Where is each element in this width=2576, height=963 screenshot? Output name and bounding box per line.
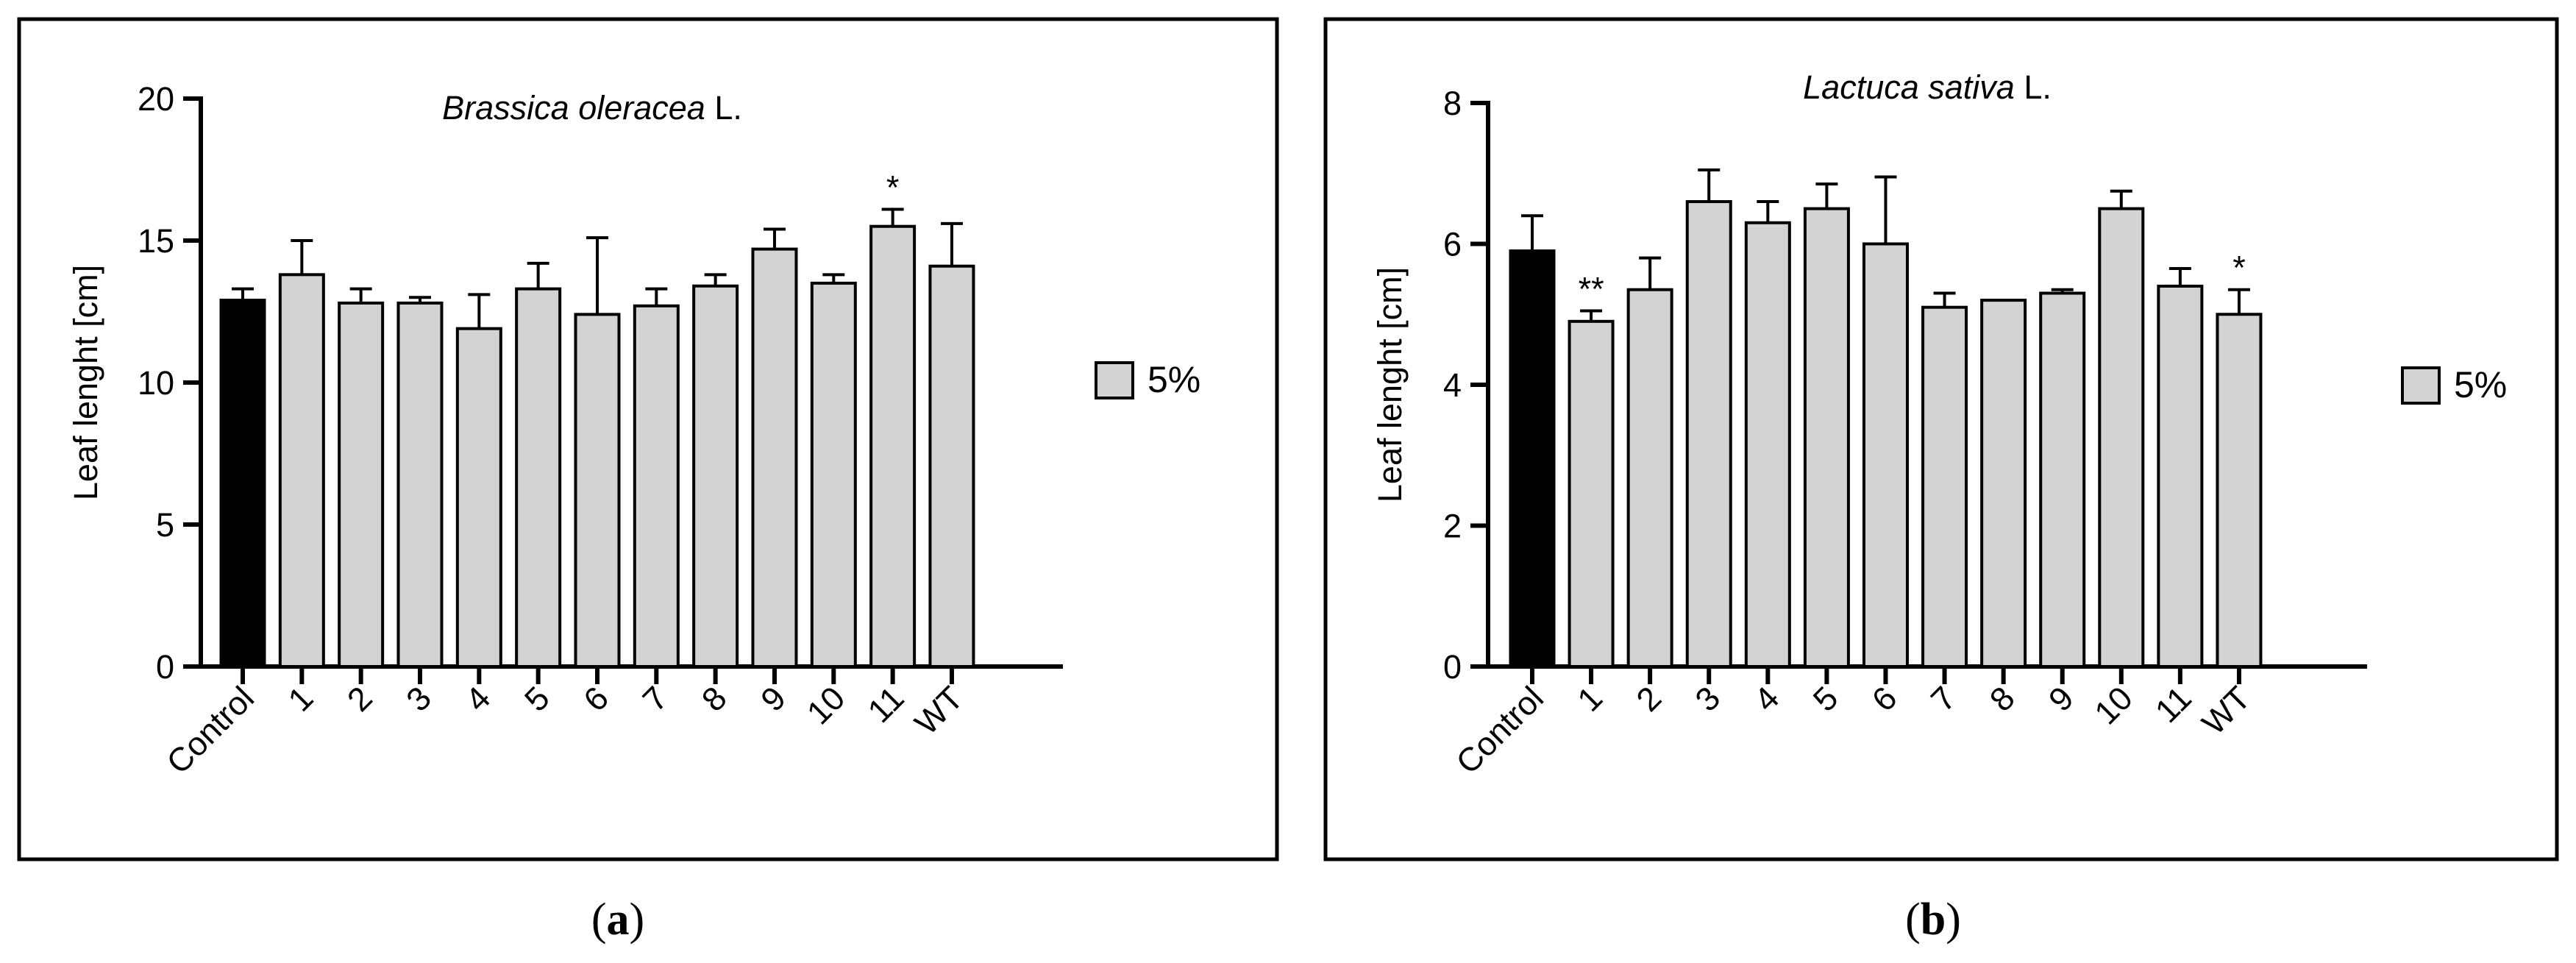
chart-b-bar-1 [1568,319,1615,668]
panel-a-label: (a) [591,895,644,945]
chart-a-x-tick-label: 10 [800,679,852,731]
chart-b-x-tick-label: Control [1448,679,1551,781]
chart-b-x-tick-label: 1 [1570,679,1609,719]
chart-a-bar-4 [455,327,502,668]
chart-b-significance-marker: ** [1579,270,1604,308]
chart-b-significance-marker: * [2232,249,2246,287]
chart-a-legend-swatch [1095,361,1134,399]
chart-b-x-tick-label: 8 [1982,679,2022,719]
chart-b-y-axis-title: Leaf lenght [cm] [1371,267,1409,502]
chart-a-bar-1 [278,273,325,668]
chart-b-x-tick-label: 11 [2148,679,2199,730]
chart-b-bar-3 [1685,200,1732,668]
chart-a-x-tick-label: Control [159,679,261,781]
chart-a-bar-2 [338,301,385,668]
chart-b-legend-swatch [2401,366,2441,405]
chart-b-x-tick-label: 9 [2041,679,2081,719]
chart-a-bar-wt [928,264,975,668]
chart-b-x-tick-label: 7 [1924,679,1963,719]
chart-b-title: Lactuca sativa L. [1803,68,2052,106]
chart-a-bar-10 [810,281,857,668]
chart-a-y-tick-label: 15 [138,222,174,260]
chart-a-bar-3 [396,301,444,668]
chart-a-x-tick-label: 7 [636,679,675,719]
chart-b-legend-label: 5% [2454,364,2507,405]
chart-b-y-tick-label: 0 [1443,648,1462,686]
chart-b-bar-10 [2098,207,2145,668]
chart-a-y-tick-label: 20 [138,80,174,118]
chart-b-y-tick-label: 6 [1443,226,1462,263]
chart-b-x-tick-label: 10 [2087,679,2139,731]
chart-b-x-tick-label: 6 [1865,679,1904,719]
chart-b-y-tick-label: 2 [1443,508,1462,545]
chart-a-significance-marker: * [886,169,900,207]
chart-a-x-tick-label: 6 [576,679,616,719]
chart-a-bar-7 [633,304,680,668]
panel-b-frame [1323,17,2559,861]
panel-b: Lactuca sativa L. 0 2 4 6 8 Leaf lenght [cm] C… [1323,17,2559,945]
chart-a-x-tick-label: 11 [861,679,911,730]
chart-a-x-tick-label: 3 [399,679,438,719]
chart-a-y-tick-label: 0 [156,648,174,686]
chart-b-x-tick-label: 5 [1806,679,1846,719]
chart-b-bar-6 [1862,242,1909,668]
chart-b-bar-control [1509,249,1556,668]
chart-b-x-tick-label: 3 [1688,679,1728,719]
chart-a-x-tick-label: 2 [340,679,380,719]
chart-a-x-tick-label: 8 [694,679,734,719]
chart-a-x-tick-label: 4 [458,679,498,719]
chart-a-x-tick-label: WT [907,679,970,742]
chart-a-bar-8 [692,284,739,668]
chart-b-bar-9 [2039,291,2086,668]
chart-a-y-axis-title: Leaf lenght [cm] [67,265,104,500]
chart-a-x-tick-label: 9 [753,679,793,719]
chart-a-bar-5 [515,287,562,668]
chart-a-legend-label: 5% [1148,359,1200,400]
chart-b-x-tick-label: 4 [1747,679,1787,719]
chart-a-bar-control [219,299,266,668]
chart-a-bar-9 [751,247,798,668]
chart-b-y-tick-label: 8 [1443,85,1462,122]
chart-a-x-tick-label: 1 [281,679,321,719]
chart-a-y-tick-label: 10 [138,364,174,402]
chart-b-bar-5 [1803,207,1850,668]
chart-a-y-tick-label: 5 [156,506,174,544]
chart-a-x-tick-label: 5 [517,679,557,719]
chart-b-bar-2 [1626,288,1673,668]
chart-b-bar-wt [2216,313,2263,668]
chart-a-bar-6 [574,313,621,668]
chart-b-bar-11 [2157,284,2204,668]
chart-b-bar-8 [1980,299,2027,668]
panel-b-label: (b) [1905,895,1961,945]
chart-b-bar-4 [1744,221,1791,668]
chart-a-bar-11 [869,224,917,668]
chart-b-y-tick-label: 4 [1443,366,1462,404]
panel-a-frame [17,17,1279,861]
chart-a-title: Brassica oleracea L. [442,89,742,127]
chart-b-x-tick-label: 2 [1629,679,1668,719]
chart-b-x-tick-label: WT [2194,679,2257,742]
chart-b-bar-7 [1921,305,1968,668]
